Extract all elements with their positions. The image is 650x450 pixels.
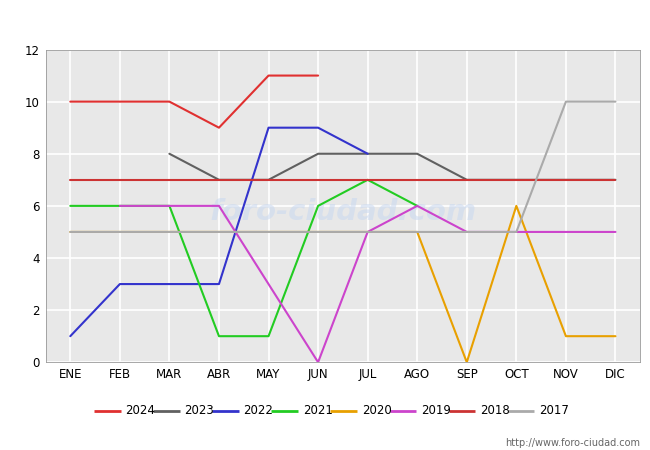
Text: 2017: 2017 [539,404,569,417]
Text: 2023: 2023 [185,404,215,417]
Text: 2018: 2018 [480,404,510,417]
Text: 2024: 2024 [125,404,155,417]
Text: http://www.foro-ciudad.com: http://www.foro-ciudad.com [505,438,640,448]
Text: Afiliados en Valdegeña a 31/5/2024: Afiliados en Valdegeña a 31/5/2024 [165,12,485,31]
Text: 2022: 2022 [244,404,274,417]
Text: 2020: 2020 [362,404,391,417]
Text: 2019: 2019 [421,404,450,417]
Text: 2021: 2021 [303,404,333,417]
Text: foro-ciudad.com: foro-ciudad.com [209,198,476,226]
